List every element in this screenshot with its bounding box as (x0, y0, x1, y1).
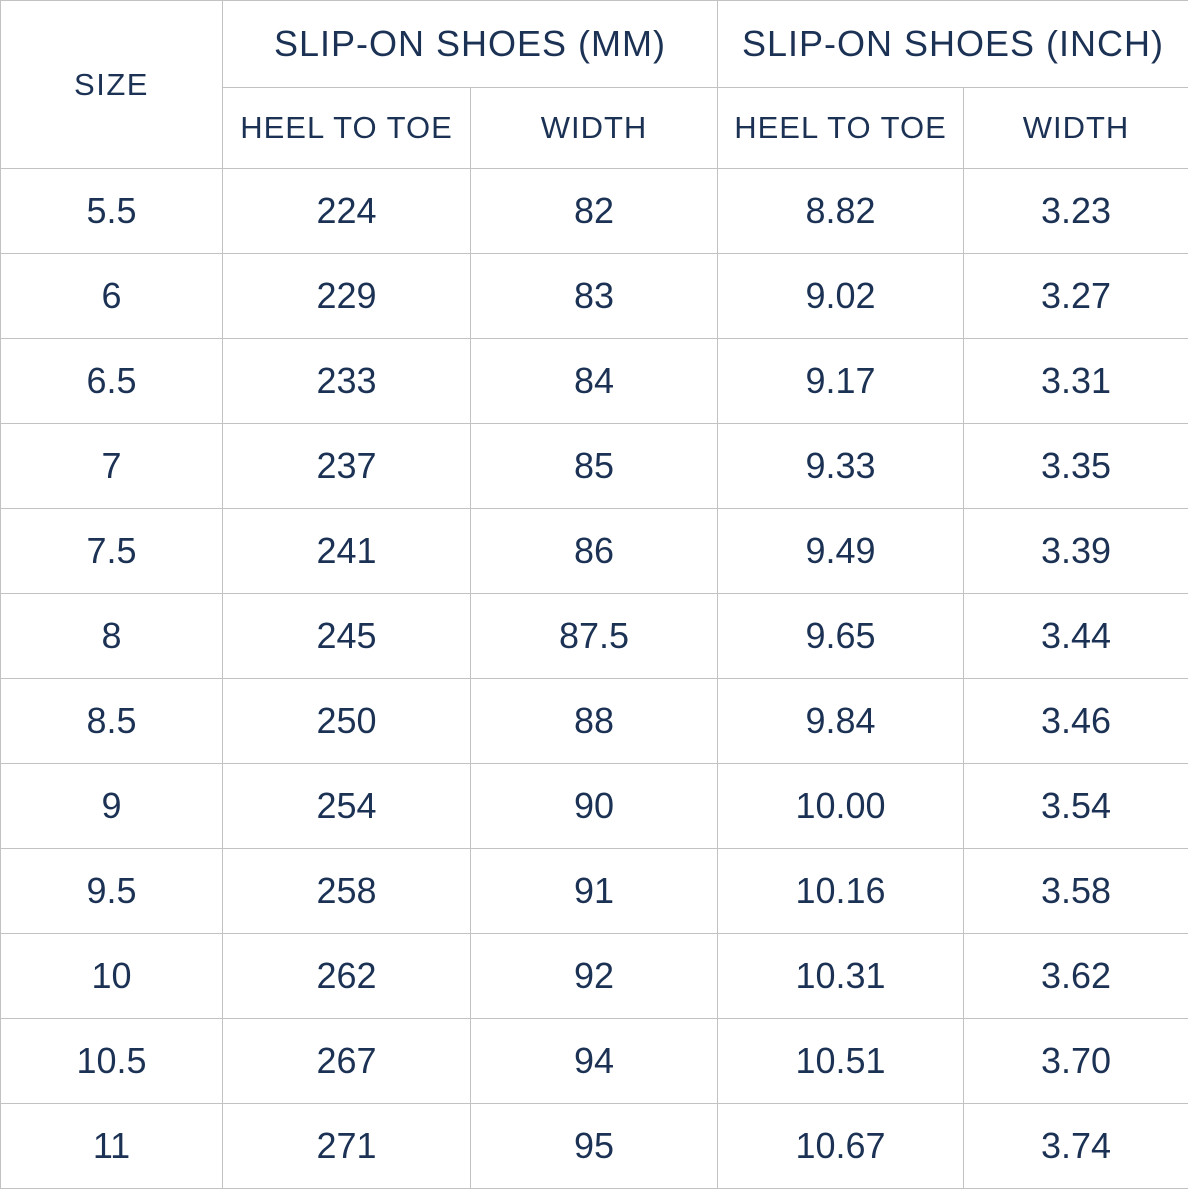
mm-width-header: WIDTH (470, 87, 718, 169)
mm-width-cell: 84 (470, 338, 718, 424)
size-chart-body: 5.5 224 82 8.82 3.23 6 229 83 9.02 3.27 6.5 233 84 9.… (0, 168, 1188, 1189)
inch-heel-to-toe-cell: 9.17 (717, 338, 964, 424)
size-cell: 6 (0, 253, 223, 339)
size-cell: 10.5 (0, 1018, 223, 1104)
table-row: 5.5 224 82 8.82 3.23 (0, 168, 1188, 254)
inch-heel-to-toe-cell: 9.33 (717, 423, 964, 509)
mm-heel-to-toe-cell: 254 (222, 763, 471, 849)
size-cell: 9.5 (0, 848, 223, 934)
size-cell: 8.5 (0, 678, 223, 764)
group-header-row: SIZE SLIP-ON SHOES (MM) SLIP-ON SHOES (I… (0, 0, 1188, 169)
group-header-mm: SLIP-ON SHOES (MM) (222, 0, 718, 88)
mm-width-cell: 95 (470, 1103, 718, 1189)
size-column-header: SIZE (0, 0, 223, 169)
size-cell: 7 (0, 423, 223, 509)
table-row: 8 245 87.5 9.65 3.44 (0, 593, 1188, 679)
inch-width-cell: 3.44 (962, 593, 1188, 679)
inch-heel-to-toe-cell: 10.31 (717, 933, 964, 1019)
mm-heel-to-toe-cell: 245 (222, 593, 471, 679)
table-row: 8.5 250 88 9.84 3.46 (0, 678, 1188, 764)
mm-width-cell: 82 (470, 168, 718, 254)
table-row: 9.5 258 91 10.16 3.58 (0, 848, 1188, 934)
mm-heel-to-toe-cell: 224 (222, 168, 471, 254)
mm-heel-to-toe-cell: 237 (222, 423, 471, 509)
table-row: 6.5 233 84 9.17 3.31 (0, 338, 1188, 424)
inch-width-cell: 3.70 (962, 1018, 1188, 1104)
table-row: 10 262 92 10.31 3.62 (0, 933, 1188, 1019)
mm-heel-to-toe-cell: 271 (222, 1103, 471, 1189)
mm-heel-to-toe-cell: 258 (222, 848, 471, 934)
inch-width-cell: 3.23 (962, 168, 1188, 254)
inch-width-cell: 3.39 (962, 508, 1188, 594)
inch-heel-to-toe-cell: 9.84 (717, 678, 964, 764)
mm-width-cell: 94 (470, 1018, 718, 1104)
inch-width-cell: 3.31 (962, 338, 1188, 424)
inch-heel-to-toe-cell: 10.00 (717, 763, 964, 849)
mm-width-cell: 83 (470, 253, 718, 339)
inch-heel-to-toe-header: HEEL TO TOE (717, 87, 964, 169)
mm-heel-to-toe-cell: 250 (222, 678, 471, 764)
inch-width-cell: 3.27 (962, 253, 1188, 339)
size-cell: 5.5 (0, 168, 223, 254)
mm-width-cell: 85 (470, 423, 718, 509)
size-cell: 9 (0, 763, 223, 849)
inch-heel-to-toe-cell: 8.82 (717, 168, 964, 254)
inch-heel-to-toe-cell: 10.51 (717, 1018, 964, 1104)
inch-width-cell: 3.62 (962, 933, 1188, 1019)
table-row: 7.5 241 86 9.49 3.39 (0, 508, 1188, 594)
mm-width-cell: 92 (470, 933, 718, 1019)
inch-width-cell: 3.35 (962, 423, 1188, 509)
inch-width-cell: 3.74 (962, 1103, 1188, 1189)
mm-heel-to-toe-cell: 241 (222, 508, 471, 594)
group-header-inch: SLIP-ON SHOES (INCH) (716, 0, 1188, 88)
inch-width-cell: 3.58 (962, 848, 1188, 934)
sub-header-row: HEEL TO TOE WIDTH HEEL TO TOE WIDTH (1, 87, 1188, 169)
mm-heel-to-toe-cell: 233 (222, 338, 471, 424)
size-cell: 10 (0, 933, 223, 1019)
size-chart-header: SIZE SLIP-ON SHOES (MM) SLIP-ON SHOES (I… (0, 0, 1188, 169)
inch-heel-to-toe-cell: 10.16 (717, 848, 964, 934)
table-row: 11 271 95 10.67 3.74 (0, 1103, 1188, 1189)
inch-width-cell: 3.46 (962, 678, 1188, 764)
inch-heel-to-toe-cell: 9.49 (717, 508, 964, 594)
size-cell: 8 (0, 593, 223, 679)
size-cell: 11 (0, 1103, 223, 1189)
inch-heel-to-toe-cell: 10.67 (717, 1103, 964, 1189)
size-cell: 6.5 (0, 338, 223, 424)
table-row: 7 237 85 9.33 3.35 (0, 423, 1188, 509)
mm-heel-to-toe-cell: 262 (222, 933, 471, 1019)
table-row: 10.5 267 94 10.51 3.70 (0, 1018, 1188, 1104)
table-row: 9 254 90 10.00 3.54 (0, 763, 1188, 849)
inch-heel-to-toe-cell: 9.02 (717, 253, 964, 339)
mm-width-cell: 91 (470, 848, 718, 934)
inch-width-header: WIDTH (962, 87, 1188, 169)
mm-heel-to-toe-header: HEEL TO TOE (222, 87, 471, 169)
mm-width-cell: 90 (470, 763, 718, 849)
mm-width-cell: 87.5 (470, 593, 718, 679)
size-cell: 7.5 (0, 508, 223, 594)
mm-heel-to-toe-cell: 267 (222, 1018, 471, 1104)
inch-width-cell: 3.54 (962, 763, 1188, 849)
mm-width-cell: 88 (470, 678, 718, 764)
mm-heel-to-toe-cell: 229 (222, 253, 471, 339)
table-row: 6 229 83 9.02 3.27 (0, 253, 1188, 339)
mm-width-cell: 86 (470, 508, 718, 594)
inch-heel-to-toe-cell: 9.65 (717, 593, 964, 679)
